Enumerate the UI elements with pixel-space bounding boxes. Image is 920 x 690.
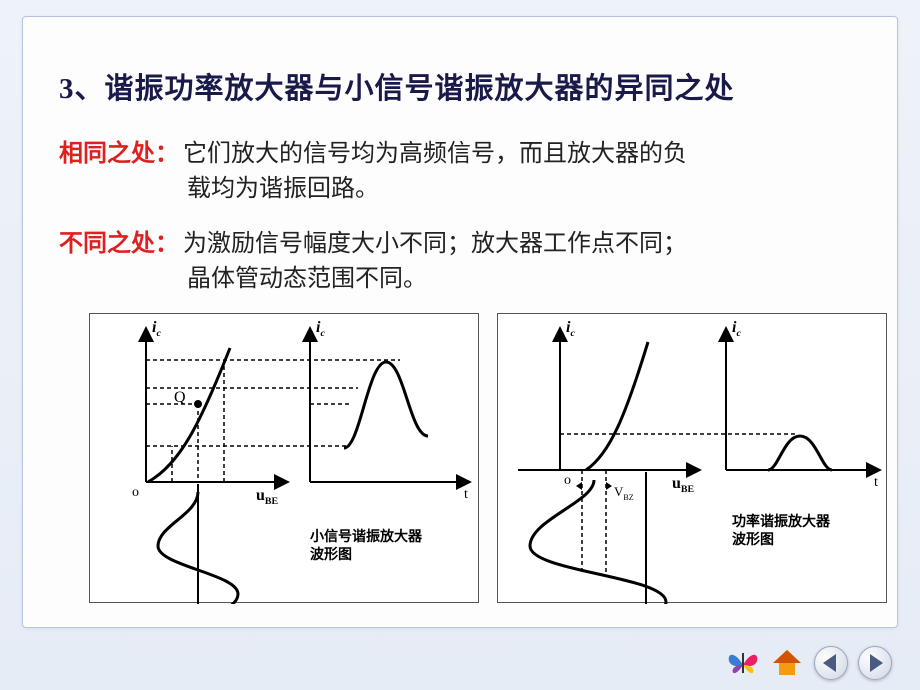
diff-line2: 晶体管动态范围不同。	[187, 258, 861, 293]
same-point: 相同之处： 它们放大的信号均为高频信号，而且放大器的负 载均为谐振回路。	[59, 133, 861, 203]
diagram-small-signal: icouBEictQt 小信号谐振放大器 波形图	[89, 313, 479, 603]
same-label: 相同之处：	[59, 141, 179, 167]
svg-text:ic: ic	[566, 319, 575, 339]
diagram2-caption-l2: 波形图	[732, 533, 774, 548]
svg-text:uBE: uBE	[256, 487, 279, 507]
slide-card: 3、谐振功率放大器与小信号谐振放大器的异同之处 相同之处： 它们放大的信号均为高…	[22, 16, 898, 628]
diagram1-caption: 小信号谐振放大器 波形图	[310, 529, 422, 565]
svg-text:ic: ic	[316, 319, 325, 339]
diagram-power: icouBEictVBZt 功率谐振放大器 波形图	[497, 313, 887, 603]
diagram2-svg: icouBEictVBZt	[498, 314, 888, 604]
same-line2: 载均为谐振回路。	[187, 168, 861, 203]
diagram2-caption: 功率谐振放大器 波形图	[732, 514, 830, 550]
svg-text:t: t	[464, 487, 468, 502]
diagram2-caption-l1: 功率谐振放大器	[732, 515, 830, 530]
same-line1: 它们放大的信号均为高频信号，而且放大器的负	[183, 141, 687, 167]
svg-text:uBE: uBE	[672, 475, 695, 495]
svg-text:t: t	[874, 475, 878, 490]
diff-point: 不同之处： 为激励信号幅度大小不同；放大器工作点不同； 晶体管动态范围不同。	[59, 223, 861, 293]
arrow-right-icon	[870, 654, 883, 672]
diff-line1: 为激励信号幅度大小不同；放大器工作点不同；	[183, 231, 687, 257]
svg-text:ic: ic	[152, 319, 161, 339]
arrow-left-icon	[823, 654, 836, 672]
diagram1-caption-l1: 小信号谐振放大器	[310, 530, 422, 545]
next-button[interactable]	[856, 644, 894, 682]
slide-title: 3、谐振功率放大器与小信号谐振放大器的异同之处	[59, 65, 861, 107]
svg-text:o: o	[564, 473, 571, 488]
svg-text:VBZ: VBZ	[614, 484, 634, 502]
svg-text:o: o	[132, 485, 139, 500]
home-icon[interactable]	[768, 644, 806, 682]
diagram1-caption-l2: 波形图	[310, 548, 352, 563]
prev-button[interactable]	[812, 644, 850, 682]
diff-label: 不同之处：	[59, 231, 179, 257]
butterfly-icon[interactable]	[724, 644, 762, 682]
diagram-row: icouBEictQt 小信号谐振放大器 波形图 icouBEictVBZt 功…	[59, 313, 861, 603]
svg-text:ic: ic	[732, 319, 741, 339]
nav-bar	[724, 644, 894, 682]
